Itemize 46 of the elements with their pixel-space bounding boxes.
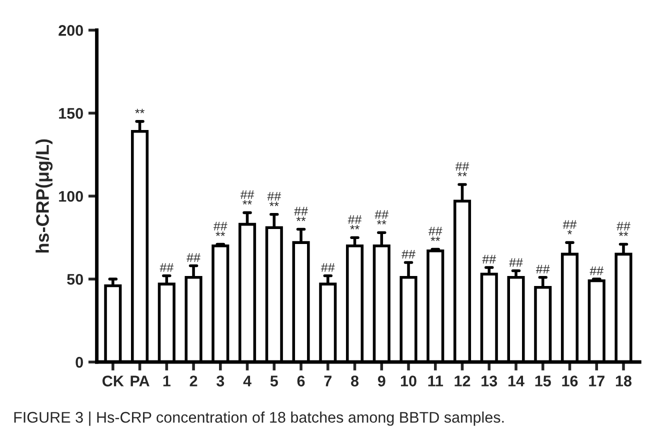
y-tick-label: 0 — [76, 356, 83, 368]
x-tick-label: 7 — [324, 376, 332, 386]
annotation: ## — [482, 254, 496, 264]
x-tick-label: 13 — [482, 376, 498, 386]
x-tick-label: 17 — [589, 376, 604, 386]
y-tick-label: 50 — [67, 274, 83, 285]
x-tick-label: 11 — [428, 376, 444, 386]
y-tick-label: 200 — [58, 25, 83, 36]
annotation: ## ** — [294, 206, 308, 222]
x-tick-label: 15 — [535, 376, 551, 386]
annotation: ## ** — [267, 192, 282, 206]
annotation: ## — [320, 263, 335, 272]
x-tick-label: 10 — [400, 376, 416, 386]
x-tick-label: 8 — [351, 376, 359, 386]
annotation: ** — [135, 108, 144, 114]
x-tick-label: 4 — [243, 376, 252, 386]
x-tick-label: 2 — [190, 376, 198, 386]
annotation: ## — [160, 263, 174, 272]
x-tick-label: 9 — [378, 376, 386, 386]
annotation: ## — [509, 258, 523, 267]
annotation: ## — [186, 253, 200, 262]
x-tick-label: 14 — [508, 376, 524, 386]
x-tick-label: 6 — [297, 376, 305, 386]
x-tick-label: 5 — [270, 376, 278, 386]
y-tick-label: 100 — [59, 190, 83, 202]
annotation: ## ** — [374, 210, 389, 224]
annotation: ## ** — [348, 215, 362, 230]
x-tick-label: 16 — [562, 376, 578, 386]
annotation: ## ** — [455, 162, 470, 176]
annotation: ## ** — [240, 190, 254, 205]
annotation: ## ** — [428, 226, 442, 242]
y-tick-label: 150 — [59, 108, 83, 119]
caption: FIGURE 3 | Hs-CRP concentration of 18 batches among BBTD samples. — [14, 412, 504, 426]
annotation: ## ** — [616, 222, 630, 236]
x-tick-label: 3 — [216, 376, 224, 386]
annotation: ## * — [562, 220, 577, 234]
annotation: ## — [402, 250, 416, 258]
x-tick-label: CK — [102, 376, 124, 386]
annotation: ## ** — [214, 222, 228, 236]
annotation: ## — [590, 266, 604, 276]
annotation: ## — [536, 264, 550, 274]
x-tick-label: PA — [130, 376, 150, 386]
x-tick-label: 12 — [454, 376, 470, 386]
x-tick-label: 1 — [163, 376, 170, 386]
y-axis-title: hs-CRP(μg/L) — [36, 139, 53, 253]
x-tick-label: 18 — [616, 376, 632, 386]
